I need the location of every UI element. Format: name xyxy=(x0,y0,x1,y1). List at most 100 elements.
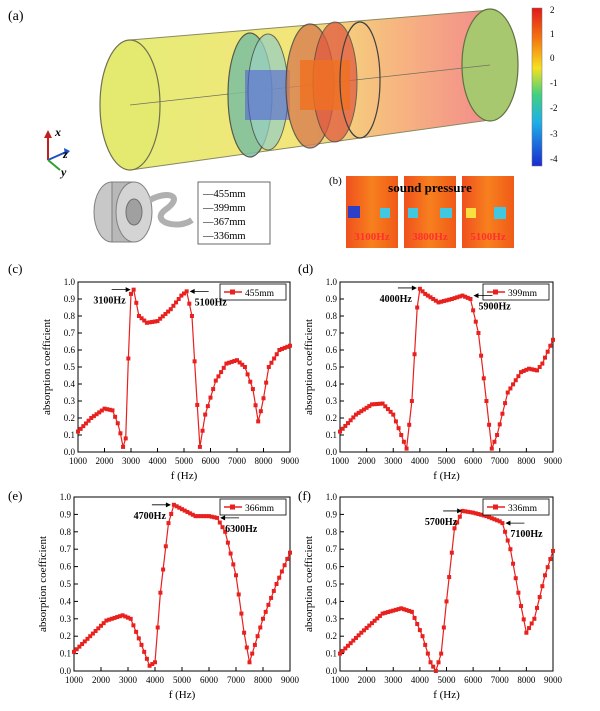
data-point xyxy=(74,647,79,652)
y-tick-label: 1.0 xyxy=(326,492,338,502)
data-point xyxy=(190,512,195,517)
data-point xyxy=(532,367,537,372)
data-point xyxy=(118,431,123,436)
legend-marker xyxy=(493,504,498,510)
data-point xyxy=(369,402,374,407)
data-point xyxy=(288,550,292,555)
data-point xyxy=(274,582,279,586)
data-point xyxy=(428,660,433,665)
data-point xyxy=(388,409,393,414)
data-point xyxy=(285,556,290,561)
data-point xyxy=(142,649,147,654)
data-point xyxy=(489,516,494,521)
data-point xyxy=(471,510,476,515)
data-point xyxy=(338,651,342,656)
x-tick-label: 3000 xyxy=(384,456,403,466)
data-point xyxy=(527,366,532,371)
data-point xyxy=(142,318,147,323)
y-tick-label: 0.2 xyxy=(326,631,337,641)
data-point xyxy=(72,649,76,654)
data-point xyxy=(412,615,417,620)
y-tick-label: 0.6 xyxy=(326,345,338,355)
data-point xyxy=(263,609,268,614)
data-point xyxy=(131,287,136,292)
x-tick-label: 9000 xyxy=(544,675,563,685)
plot-frame xyxy=(73,496,291,672)
x-tick-label: 9000 xyxy=(544,456,563,466)
data-point xyxy=(468,510,473,515)
data-point xyxy=(543,573,548,578)
x-tick-label: 9000 xyxy=(281,456,300,466)
data-point xyxy=(447,575,452,580)
plot-frame xyxy=(77,281,291,453)
data-point xyxy=(353,412,358,417)
x-tick-label: 7000 xyxy=(227,675,246,685)
x-axis-label: f (Hz) xyxy=(169,689,196,701)
annotation-label: 5900Hz xyxy=(478,302,511,313)
data-point xyxy=(409,399,414,403)
y-tick-label: 0.8 xyxy=(64,311,76,321)
data-point xyxy=(351,638,356,643)
data-point xyxy=(441,625,446,630)
data-point xyxy=(492,517,497,522)
data-point xyxy=(468,297,473,301)
data-point xyxy=(455,295,460,300)
data-point xyxy=(109,616,114,621)
data-point xyxy=(88,634,93,639)
data-point xyxy=(345,643,350,648)
data-point xyxy=(219,370,224,375)
data-point xyxy=(94,412,99,417)
y-tick-label: 0.3 xyxy=(326,396,338,406)
data-point xyxy=(367,404,372,409)
axis-y-label: y xyxy=(59,165,67,179)
annotation-arrowhead xyxy=(125,287,131,293)
data-point xyxy=(81,424,86,429)
data-point xyxy=(155,625,160,630)
data-point xyxy=(511,382,516,387)
data-point xyxy=(447,297,452,302)
data-point xyxy=(180,507,184,512)
x-tick-label: 3000 xyxy=(384,675,403,685)
data-point xyxy=(182,508,187,513)
annotation-label: 4700Hz xyxy=(134,511,167,522)
x-tick-label: 1000 xyxy=(331,456,350,466)
data-point xyxy=(457,294,462,299)
data-point xyxy=(487,515,492,520)
data-point xyxy=(340,648,345,653)
axes-triad-icon: x z y xyxy=(44,125,70,179)
data-point xyxy=(385,407,390,412)
data-point xyxy=(229,359,234,364)
data-point xyxy=(253,403,258,408)
data-point xyxy=(216,374,221,379)
data-point xyxy=(123,436,128,441)
data-point xyxy=(258,625,263,630)
data-point xyxy=(174,504,179,509)
data-point xyxy=(521,368,526,373)
data-point xyxy=(208,395,213,400)
data-point xyxy=(255,634,260,639)
data-point xyxy=(279,569,284,574)
data-point xyxy=(171,303,176,308)
data-point xyxy=(77,644,82,649)
data-point xyxy=(113,414,118,419)
colorbar-tick: 1 xyxy=(550,29,555,39)
data-point xyxy=(473,511,478,516)
x-tick-label: 8000 xyxy=(517,675,536,685)
data-point xyxy=(407,422,412,427)
data-point xyxy=(537,365,542,369)
y-tick-label: 0.4 xyxy=(326,379,338,389)
data-point xyxy=(264,380,269,385)
data-point xyxy=(110,408,115,413)
panel-label-d: (d) xyxy=(298,261,313,276)
x-tick-label: 8000 xyxy=(255,456,274,466)
colorbar-tick: -2 xyxy=(550,103,558,113)
data-point xyxy=(277,348,282,352)
x-tick-label: 4000 xyxy=(411,675,430,685)
y-tick-label: 0.2 xyxy=(326,413,337,423)
panel-label-c: (c) xyxy=(8,261,22,276)
data-point xyxy=(105,407,110,412)
data-point xyxy=(401,607,406,612)
data-point xyxy=(479,512,484,517)
y-tick-label: 0.6 xyxy=(326,562,338,572)
